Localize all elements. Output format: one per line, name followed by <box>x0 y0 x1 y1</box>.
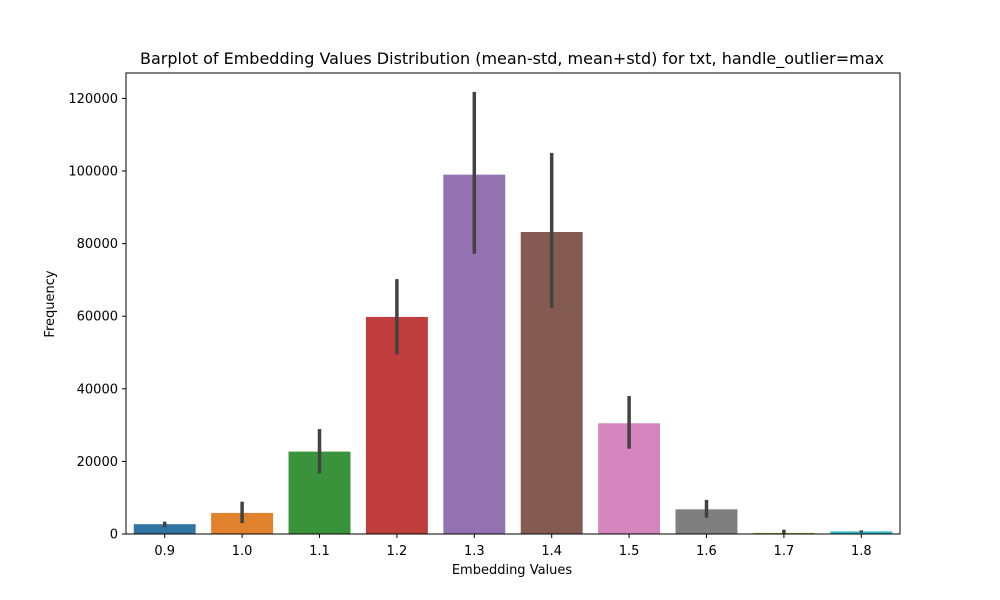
x-axis: 0.9 1.0 1.1 1.2 1.3 1.4 1.5 1.6 1.7 1.8 <box>154 534 872 559</box>
x-tick-label: 1.1 <box>309 544 330 559</box>
y-axis: 0 20000 40000 60000 80000 100000 120000 <box>68 92 126 543</box>
y-tick-label: 0 <box>110 528 118 543</box>
x-axis-label: Embedding Values <box>452 563 573 578</box>
plot-frame <box>125 72 901 535</box>
x-tick-label: 1.7 <box>774 544 795 559</box>
error-bars-group <box>162 91 864 534</box>
y-tick-label: 100000 <box>68 165 118 180</box>
bar-1.8 <box>830 531 893 534</box>
bar-1.0 <box>211 512 274 534</box>
y-tick-label: 60000 <box>77 310 118 325</box>
x-tick-label: 1.0 <box>232 544 253 559</box>
y-tick-label: 20000 <box>77 455 118 470</box>
x-tick-label: 1.3 <box>464 544 485 559</box>
y-axis-label: Frequency <box>43 270 58 337</box>
x-tick-label: 1.4 <box>541 544 562 559</box>
bar-0.9 <box>133 524 196 534</box>
y-tick-label: 40000 <box>77 382 118 397</box>
chart-title: Barplot of Embedding Values Distribution… <box>140 49 884 69</box>
bars-group <box>133 174 893 535</box>
x-tick-label: 1.2 <box>387 544 408 559</box>
x-tick-label: 1.6 <box>696 544 717 559</box>
x-tick-label: 1.8 <box>851 544 872 559</box>
y-tick-label: 80000 <box>77 237 118 252</box>
y-tick-label: 120000 <box>68 92 118 107</box>
x-tick-label: 0.9 <box>154 544 175 559</box>
x-tick-label: 1.5 <box>619 544 640 559</box>
